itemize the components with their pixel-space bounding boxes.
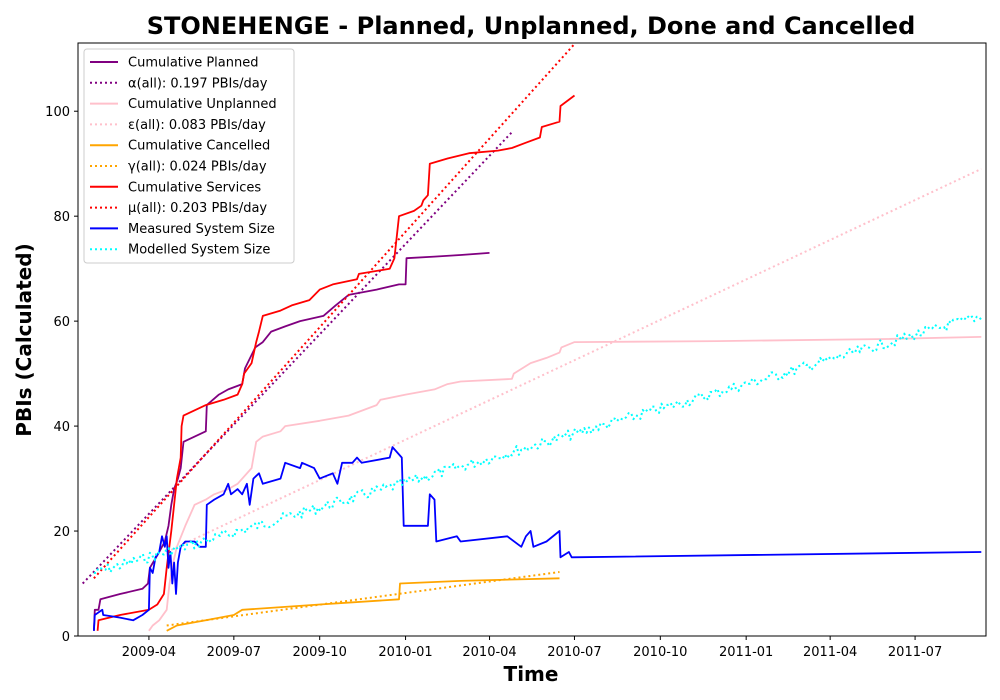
x-tick-label: 2010-10 — [633, 645, 687, 660]
y-tick-label: 100 — [45, 105, 70, 120]
x-tick-label: 2011-04 — [803, 645, 857, 660]
y-tick-label: 80 — [53, 210, 70, 225]
x-tick-label: 2011-07 — [888, 645, 942, 660]
legend-label-all-0-203-pbis-day: μ(all): 0.203 PBIs/day — [128, 201, 267, 216]
legend-label-modelled-system-size: Modelled System Size — [128, 243, 270, 258]
legend-label-all-0-083-pbis-day: ε(all): 0.083 PBIs/day — [128, 118, 266, 133]
legend-label-cumulative-services: Cumulative Services — [128, 180, 261, 195]
x-tick-label: 2009-10 — [293, 645, 347, 660]
legend-label-cumulative-cancelled: Cumulative Cancelled — [128, 139, 270, 154]
x-tick-label: 2011-01 — [719, 645, 773, 660]
x-tick-label: 2010-01 — [378, 645, 432, 660]
x-tick-label: 2010-07 — [547, 645, 601, 660]
x-tick-label: 2009-04 — [122, 645, 176, 660]
legend-label-measured-system-size: Measured System Size — [128, 222, 275, 237]
y-tick-label: 60 — [53, 315, 70, 330]
y-axis-label: PBIs (Calculated) — [12, 243, 36, 436]
x-axis-label: Time — [504, 662, 559, 686]
x-tick-label: 2009-07 — [207, 645, 261, 660]
legend-label-cumulative-planned: Cumulative Planned — [128, 56, 258, 71]
legend: Cumulative Planned α(all): 0.197 PBIs/day… — [84, 49, 294, 263]
legend-label-cumulative-unplanned: Cumulative Unplanned — [128, 97, 277, 112]
y-tick-label: 20 — [53, 525, 70, 540]
legend-label-all-0-197-pbis-day: α(all): 0.197 PBIs/day — [128, 76, 268, 91]
x-tick-label: 2010-04 — [462, 645, 516, 660]
legend-label-all-0-024-pbis-day: γ(all): 0.024 PBIs/day — [128, 160, 267, 175]
chart-title: STONEHENGE - Planned, Unplanned, Done an… — [147, 12, 916, 40]
y-tick-label: 0 — [62, 630, 70, 645]
y-tick-label: 40 — [53, 420, 70, 435]
